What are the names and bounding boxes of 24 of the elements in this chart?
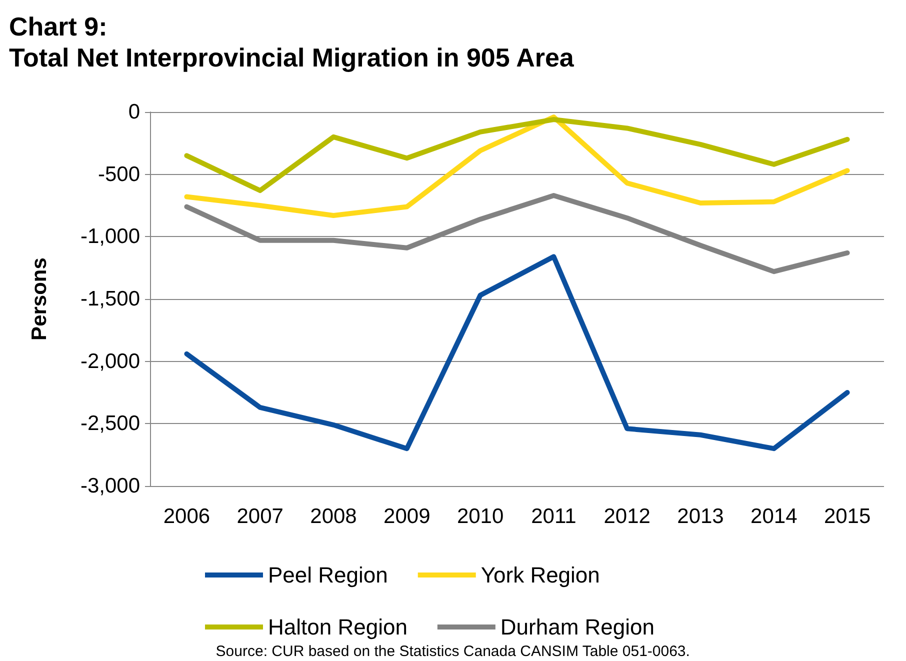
y-tick-label: -500: [98, 162, 140, 186]
chart-title: Chart 9: Total Net Interprovincial Migration in 905 Area: [9, 12, 574, 72]
y-tick-label: -2,500: [80, 412, 140, 436]
x-tick-label: 2013: [677, 505, 724, 528]
y-tick-label: -2,000: [80, 350, 140, 373]
legend-label: Peel Region: [268, 562, 388, 588]
legend-label: Durham Region: [500, 614, 654, 640]
legend-label: York Region: [480, 562, 600, 588]
x-tick-label: 2006: [163, 505, 210, 528]
x-tick-label: 2008: [310, 505, 357, 528]
y-tick-label: -1,000: [80, 225, 140, 248]
x-tick-label: 2009: [384, 505, 430, 528]
y-axis-title: Persons: [28, 258, 51, 340]
y-tick-label: 0: [128, 100, 140, 124]
x-tick-label: 2012: [604, 505, 650, 528]
y-tick-label: -3,000: [80, 474, 140, 498]
x-tick-label: 2010: [456, 505, 504, 528]
x-tick-label: 2015: [824, 505, 871, 528]
y-tick-label: -1,500: [80, 288, 140, 310]
source-note: Source: CUR based on the Statistics Canada CANSIM Table 051-0063.: [216, 643, 690, 660]
x-tick-label: 2011: [531, 505, 576, 528]
legend-label: Halton Region: [268, 614, 408, 640]
x-tick-label: 2007: [236, 505, 284, 528]
x-tick-label: 2014: [750, 505, 798, 528]
